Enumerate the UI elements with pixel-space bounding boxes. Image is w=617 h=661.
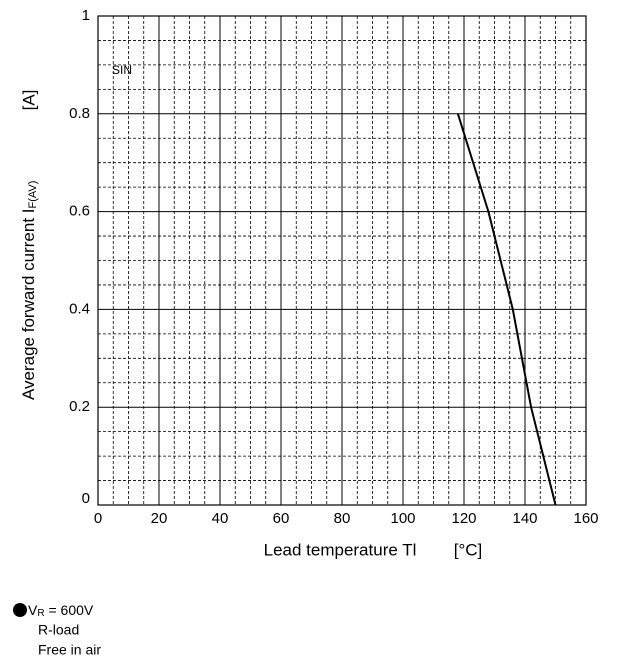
x-axis-unit: [°C] — [454, 540, 483, 559]
condition-rest: = 600V — [45, 602, 94, 618]
condition: R-load — [38, 622, 79, 638]
y-tick-label: 1 — [82, 7, 90, 24]
condition: Free in air — [38, 642, 101, 658]
x-tick-label: 100 — [390, 510, 415, 527]
x-tick-label: 0 — [94, 510, 102, 527]
y-axis-label: Average forward current IF(AV) — [19, 181, 38, 400]
bullet — [13, 603, 27, 617]
x-tick-label: 140 — [512, 510, 537, 527]
condition-symbol: V — [28, 602, 38, 618]
x-tick-label: 160 — [573, 510, 598, 527]
y-axis-unit: [A] — [19, 90, 38, 111]
x-axis-label: Lead temperature Tl — [264, 540, 417, 559]
y-tick-label: 0.8 — [69, 105, 90, 122]
y-tick-label: 0.2 — [69, 398, 90, 415]
plot-border — [97, 15, 587, 506]
data-line — [456, 113, 557, 506]
x-tick-label: 80 — [334, 510, 351, 527]
y-tick-label: 0.6 — [69, 203, 90, 220]
x-tick-label: 40 — [212, 510, 229, 527]
x-tick-label: 60 — [273, 510, 290, 527]
y-axis-label-sub: F(AV) — [27, 181, 39, 209]
x-tick-label: 120 — [451, 510, 476, 527]
annotation: SIN — [112, 63, 132, 77]
y-tick-label: 0.4 — [69, 300, 90, 317]
condition-sub: R — [37, 608, 44, 619]
condition: VR = 600V — [28, 602, 94, 619]
x-tick-label: 20 — [151, 510, 168, 527]
y-tick-label: 0 — [82, 490, 90, 507]
y-axis-label-main: Average forward current I — [19, 209, 38, 401]
